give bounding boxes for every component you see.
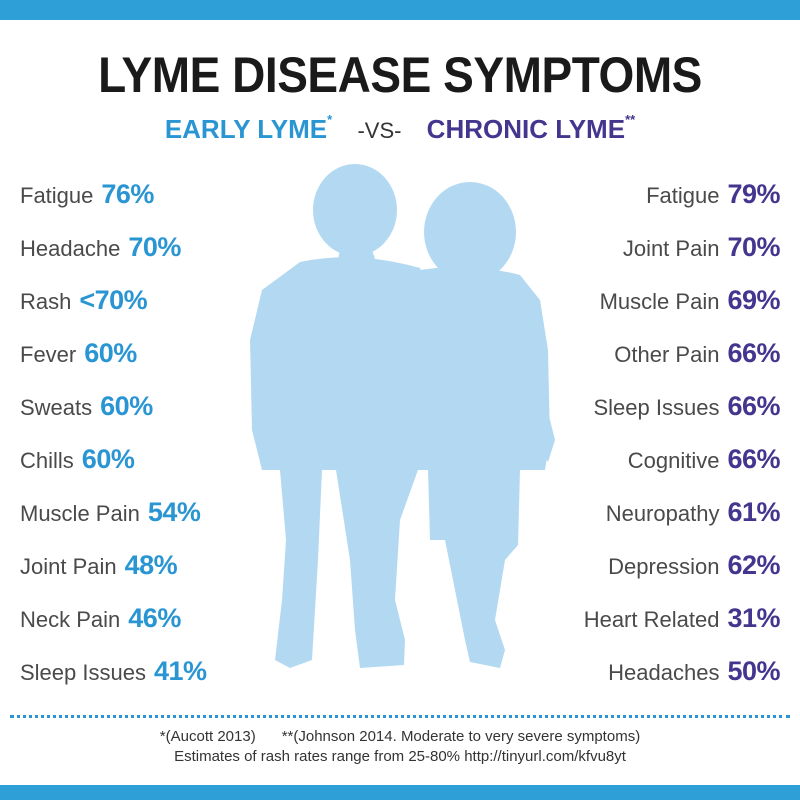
list-item: Heart Related 31% (583, 596, 781, 649)
symptom-percent: 60% (84, 338, 137, 368)
symptom-name: Chills (20, 448, 74, 473)
list-item: Headaches 50% (584, 649, 780, 702)
symptom-name: Rash (20, 289, 72, 314)
footnote-rash-estimate: Estimates of rash rates range from 25-80… (174, 748, 626, 765)
symptom-percent: 61% (727, 497, 780, 527)
symptom-name: Cognitive (627, 448, 720, 473)
early-lyme-footnote-mark: * (327, 112, 333, 127)
chronic-lyme-footnote-mark: ** (625, 112, 636, 127)
list-item: Neck Pain 46% (20, 596, 207, 649)
footnote-aucott: *(Aucott 2013) (159, 728, 256, 745)
list-item: Muscle Pain 69% (584, 278, 781, 331)
symptom-percent: 70% (128, 232, 181, 262)
symptom-name: Fever (20, 342, 77, 367)
symptom-name: Neck Pain (20, 607, 121, 632)
list-item: Other Pain 66% (584, 331, 780, 384)
symptom-percent: 50% (727, 656, 780, 686)
symptom-name: Fatigue (20, 183, 94, 208)
list-item: Sleep Issues 66% (584, 384, 780, 437)
list-item: Muscle Pain 54% (20, 490, 207, 543)
symptom-name: Other Pain (614, 342, 720, 367)
symptom-percent: 54% (147, 497, 201, 527)
symptom-name: Fatigue (646, 183, 720, 208)
list-item: Fever 60% (20, 331, 207, 384)
chronic-lyme-label: CHRONIC LYME (426, 114, 626, 144)
symptom-name: Depression (608, 554, 720, 579)
symptom-percent: <70% (79, 285, 148, 315)
symptom-name: Sleep Issues (593, 395, 720, 420)
symptom-percent: 41% (153, 656, 207, 686)
symptom-name: Muscle Pain (20, 501, 140, 526)
list-item: Joint Pain 48% (20, 543, 207, 596)
symptom-percent: 70% (727, 232, 780, 262)
list-item: Fatigue 76% (20, 172, 207, 225)
symptom-name: Neuropathy (605, 501, 720, 526)
symptom-percent: 60% (100, 391, 153, 421)
symptom-percent: 76% (101, 179, 154, 209)
subtitle: EARLY LYME* -VS- CHRONIC LYME** (0, 112, 800, 145)
list-item: Sweats 60% (20, 384, 207, 437)
symptom-percent: 66% (727, 444, 780, 474)
list-item: Chills 60% (20, 437, 207, 490)
symptom-percent: 66% (727, 391, 780, 421)
symptom-percent: 79% (727, 179, 780, 209)
symptom-percent: 48% (124, 550, 178, 580)
symptom-name: Heart Related (583, 607, 720, 632)
symptom-name: Sleep Issues (20, 660, 146, 685)
footnote-line-1: *(Aucott 2013) **(Johnson 2014. Moderate … (0, 728, 800, 745)
symptom-name: Headache (20, 236, 121, 261)
vs-label: -VS- (357, 118, 402, 143)
top-band (0, 0, 800, 20)
page-title: LYME DISEASE SYMPTOMS (98, 47, 702, 103)
early-symptoms-list: Fatigue 76% Headache 70% Rash <70% Fever 60%… (20, 172, 207, 702)
symptom-percent: 46% (128, 603, 181, 633)
symptom-name: Joint Pain (20, 554, 117, 579)
symptom-percent: 69% (727, 285, 780, 315)
list-item: Neuropathy 61% (584, 490, 781, 543)
symptom-percent: 62% (727, 550, 780, 580)
symptom-name: Muscle Pain (599, 289, 720, 314)
dotted-divider (10, 715, 790, 718)
list-item: Headache 70% (20, 225, 207, 278)
list-item: Sleep Issues 41% (20, 649, 207, 702)
symptom-name: Sweats (20, 395, 93, 420)
symptom-percent: 66% (727, 338, 780, 368)
symptom-name: Headaches (608, 660, 720, 685)
list-item: Cognitive 66% (584, 437, 781, 490)
early-lyme-label: EARLY LYME (164, 114, 328, 144)
symptom-percent: 60% (81, 444, 135, 474)
list-item: Joint Pain 70% (584, 225, 781, 278)
bottom-band (0, 785, 800, 800)
list-item: Fatigue 79% (584, 172, 780, 225)
symptom-percent: 31% (727, 603, 780, 633)
symptom-name: Joint Pain (622, 236, 720, 261)
list-item: Rash <70% (20, 278, 207, 331)
list-item: Depression 62% (584, 543, 780, 596)
footnote-johnson: **(Johnson 2014. Moderate to very severe… (281, 728, 641, 745)
chronic-symptoms-list: Fatigue 79% Joint Pain 70% Muscle Pain 69% … (583, 172, 781, 702)
